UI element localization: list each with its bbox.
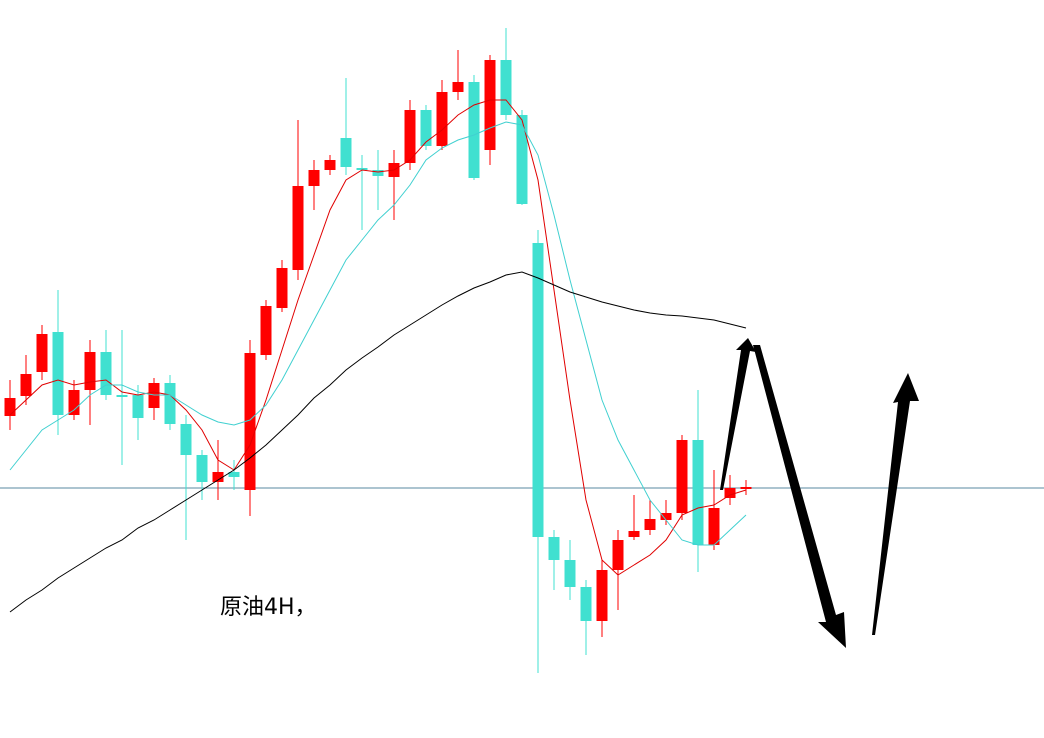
candle-body: [116, 395, 128, 397]
arrow-down: [753, 345, 846, 648]
candle-body: [612, 540, 624, 570]
candle-body: [500, 60, 512, 115]
candle-body: [740, 487, 752, 489]
candle-body: [372, 170, 384, 176]
arrow-up: [872, 373, 919, 635]
candle-body: [628, 531, 640, 537]
plot: [0, 28, 1044, 673]
candle-body: [324, 160, 336, 170]
candle-body: [20, 374, 32, 396]
candle-body: [516, 115, 528, 204]
candle-body: [692, 440, 704, 545]
candle-body: [596, 570, 608, 621]
candle-body: [468, 82, 480, 178]
candle-body: [644, 519, 656, 530]
moving-average: [9, 121, 747, 546]
candle-body: [196, 455, 208, 482]
candle-body: [4, 398, 16, 416]
candle-body: [532, 243, 544, 537]
candle-body: [180, 424, 192, 455]
candle-body: [548, 537, 560, 560]
candle-body: [356, 168, 368, 170]
candle-body: [244, 353, 256, 490]
candle-body: [228, 472, 240, 477]
candle-body: [68, 390, 80, 415]
candle-body: [84, 352, 96, 390]
candle-body: [564, 560, 576, 587]
candle-body: [276, 268, 288, 308]
candle-body: [420, 110, 432, 146]
candle-body: [724, 488, 736, 498]
candle-body: [164, 383, 176, 424]
candle-body: [52, 332, 64, 415]
candle-body: [404, 110, 416, 163]
candle-body: [340, 138, 352, 167]
candle-body: [660, 513, 672, 520]
moving-average: [9, 99, 747, 576]
candle-body: [436, 92, 448, 146]
candle-body: [452, 82, 464, 92]
candle-body: [292, 186, 304, 270]
candle-body: [260, 306, 272, 355]
candle-body: [484, 60, 496, 150]
candle-body: [580, 587, 592, 621]
candle-body: [708, 508, 720, 545]
candle-body: [676, 440, 688, 513]
candle-body: [36, 334, 48, 372]
candle-body: [308, 170, 320, 186]
candle-body: [100, 352, 112, 395]
chart-label: 原油4H，: [220, 595, 317, 620]
candle-body: [132, 395, 144, 418]
arrow-up: [720, 338, 756, 490]
candle-body: [212, 472, 224, 482]
moving-average: [9, 271, 747, 613]
